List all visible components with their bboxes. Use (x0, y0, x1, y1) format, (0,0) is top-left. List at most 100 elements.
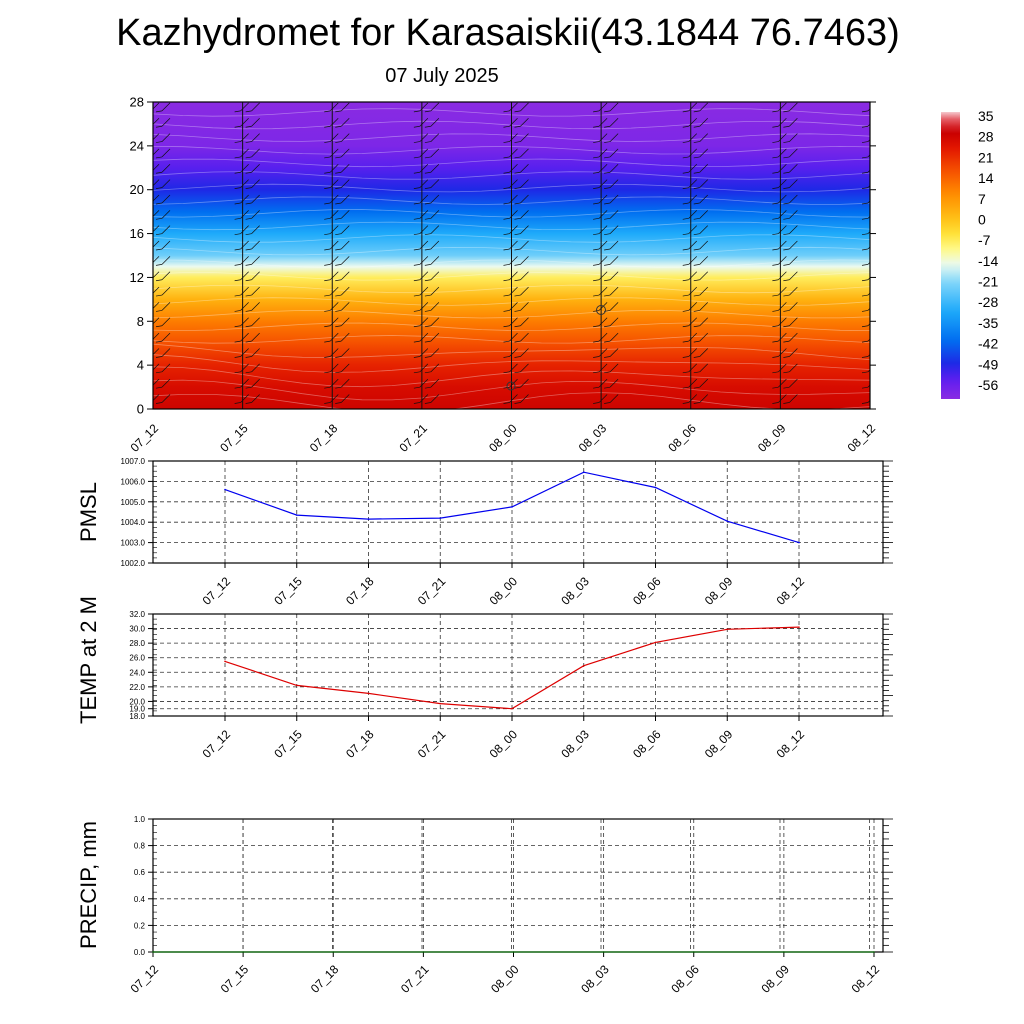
precip-x-tick-label: 08_09 (758, 962, 792, 996)
temp-axis-title: TEMP at 2 M (76, 596, 101, 724)
temp-x-tick-label: 08_12 (774, 727, 808, 761)
temp-data-point (726, 628, 729, 631)
temp-data-point (224, 660, 226, 663)
temp-y-tick-label: 20.0 (129, 697, 145, 706)
temp-x-tick-label: 08_09 (702, 727, 736, 761)
precip-data-point (602, 951, 605, 953)
precip-data-point (512, 951, 515, 953)
pmsl-data-point (726, 520, 729, 522)
temp-data-point (798, 626, 800, 628)
pmsl-y-tick-label: 1003.0 (121, 539, 146, 548)
precip-y-tick-label: 0.0 (134, 948, 146, 957)
colorbar-label: 28 (978, 129, 994, 145)
colorbar-label: 0 (978, 211, 986, 227)
pmsl-data-point (798, 541, 800, 544)
x-tick-label: 07_21 (396, 421, 430, 455)
precip-data-point (242, 951, 244, 953)
x-tick-label: 08_03 (576, 421, 610, 455)
precip-y-tick-label: 1.0 (134, 815, 146, 824)
pmsl-data-point (295, 514, 298, 516)
colorbar-label: -35 (978, 315, 998, 331)
pmsl-y-tick-label: 1005.0 (121, 498, 146, 507)
temp-frame (152, 613, 884, 717)
page-subtitle: 07 July 2025 (385, 65, 499, 87)
pmsl-frame (152, 460, 884, 564)
temp-y-tick-label: 22.0 (129, 683, 145, 692)
precip-y-tick-label: 0.6 (134, 868, 146, 877)
pmsl-y-tick-label: 1004.0 (121, 518, 146, 527)
wind-barbs (153, 102, 870, 409)
temp-data-point (511, 707, 513, 710)
x-tick-label: 07_18 (307, 421, 341, 455)
y-tick-label: 12 (130, 270, 144, 285)
precip-data-point (332, 951, 335, 953)
calm-marker (506, 381, 516, 391)
temp-data-point (367, 692, 370, 695)
pmsl-x-tick-label: 07_12 (200, 574, 234, 608)
y-tick-label: 8 (137, 314, 144, 329)
pmsl-data-point (582, 471, 585, 474)
temp-y-tick-label: 32.0 (129, 610, 145, 619)
pmsl-data-point (511, 506, 513, 508)
precip-data-point (692, 951, 695, 953)
y-tick-label: 0 (137, 402, 144, 417)
y-tick-label: 4 (137, 358, 144, 373)
y-tick-label: 20 (130, 182, 144, 197)
page-title: Kazhydromet for Karasaiskii(43.1844 76.7… (116, 12, 900, 54)
colorbar-label: -56 (978, 377, 998, 393)
precip-y-tick-label: 0.8 (134, 842, 146, 851)
precip-x-tick-label: 08_12 (849, 962, 883, 996)
pmsl-x-tick-label: 08_12 (774, 574, 808, 608)
pmsl-x-tick-label: 07_21 (415, 574, 449, 608)
calm-marker (596, 305, 606, 315)
colorbar-label: -49 (978, 356, 998, 372)
x-tick-label: 08_06 (665, 421, 699, 455)
colorbar-label: 35 (978, 108, 994, 124)
precip-x-tick-label: 07_12 (128, 962, 162, 996)
temp-data-point (439, 702, 442, 705)
colorbar-label: -21 (978, 274, 998, 290)
temp-y-tick-label: 30.0 (129, 625, 145, 634)
precip-x-tick-label: 07_18 (308, 962, 342, 996)
precip-data-point (873, 951, 875, 953)
precip-y-tick-label: 0.4 (134, 895, 146, 904)
y-tick-label: 24 (130, 138, 144, 153)
precip-data-point (152, 951, 154, 953)
precip-data-point (783, 951, 785, 953)
x-tick-label: 07_12 (128, 421, 162, 455)
temp-x-tick-label: 07_18 (343, 727, 377, 761)
temp-data-point (654, 641, 657, 644)
precip-y-tick-label: 0.2 (134, 921, 146, 930)
colorbar (941, 112, 960, 399)
pmsl-x-tick-label: 08_00 (487, 574, 521, 608)
temp-y-tick-label: 19.0 (129, 705, 145, 714)
temp-x-tick-label: 08_00 (487, 727, 521, 761)
precip-frame (152, 818, 884, 953)
pmsl-x-tick-label: 08_03 (558, 574, 592, 608)
colorbar-label: 14 (978, 170, 994, 186)
colorbar-label: -28 (978, 294, 998, 310)
x-tick-label: 07_15 (217, 421, 251, 455)
precip-x-tick-label: 07_15 (218, 962, 252, 996)
colorbar-label: -42 (978, 336, 998, 352)
pmsl-data-point (367, 518, 370, 520)
pmsl-data-point (439, 517, 442, 519)
temp-y-tick-label: 18.0 (129, 712, 145, 721)
pmsl-x-tick-label: 08_09 (702, 574, 736, 608)
precip-data-point (422, 951, 425, 953)
colorbar-label: 21 (978, 149, 994, 165)
pmsl-x-tick-label: 07_18 (343, 574, 377, 608)
temp-x-tick-label: 08_03 (558, 727, 592, 761)
x-tick-label: 08_09 (755, 421, 789, 455)
colorbar-label: -14 (978, 253, 998, 269)
temp-x-tick-label: 07_15 (271, 727, 305, 761)
temp-data-point (582, 664, 585, 667)
temp-y-tick-label: 28.0 (129, 639, 145, 648)
pmsl-axis-title: PMSL (76, 482, 101, 542)
precip-x-tick-label: 08_00 (488, 962, 522, 996)
x-tick-label: 08_00 (486, 421, 520, 455)
pmsl-y-tick-label: 1007.0 (121, 457, 146, 466)
temp-y-tick-label: 24.0 (129, 668, 145, 677)
pmsl-y-tick-label: 1002.0 (121, 559, 146, 568)
temp-series-line (224, 626, 800, 710)
